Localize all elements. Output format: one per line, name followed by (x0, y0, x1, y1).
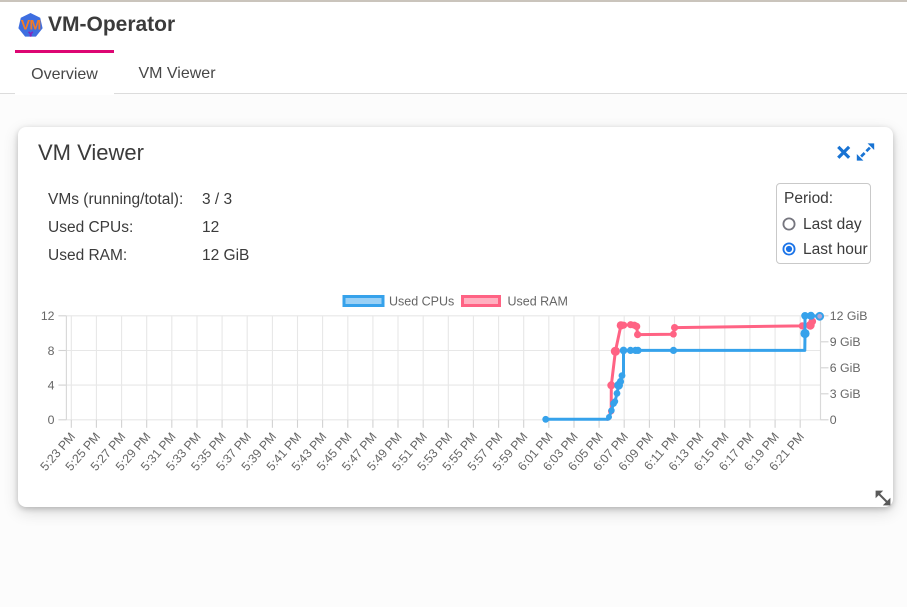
svg-text:Used RAM: Used RAM (508, 295, 568, 309)
svg-text:0: 0 (830, 413, 837, 427)
svg-text:6 GiB: 6 GiB (830, 361, 861, 375)
svg-text:12: 12 (41, 309, 55, 323)
svg-text:4: 4 (48, 378, 55, 392)
svg-text:0: 0 (48, 413, 55, 427)
svg-text:Used CPUs: Used CPUs (389, 295, 454, 309)
svg-text:9 GiB: 9 GiB (830, 335, 861, 349)
svg-text:VM: VM (21, 17, 41, 33)
svg-text:3 GiB: 3 GiB (830, 387, 861, 401)
svg-text:8: 8 (48, 344, 55, 358)
svg-text:12 GiB: 12 GiB (830, 309, 868, 323)
